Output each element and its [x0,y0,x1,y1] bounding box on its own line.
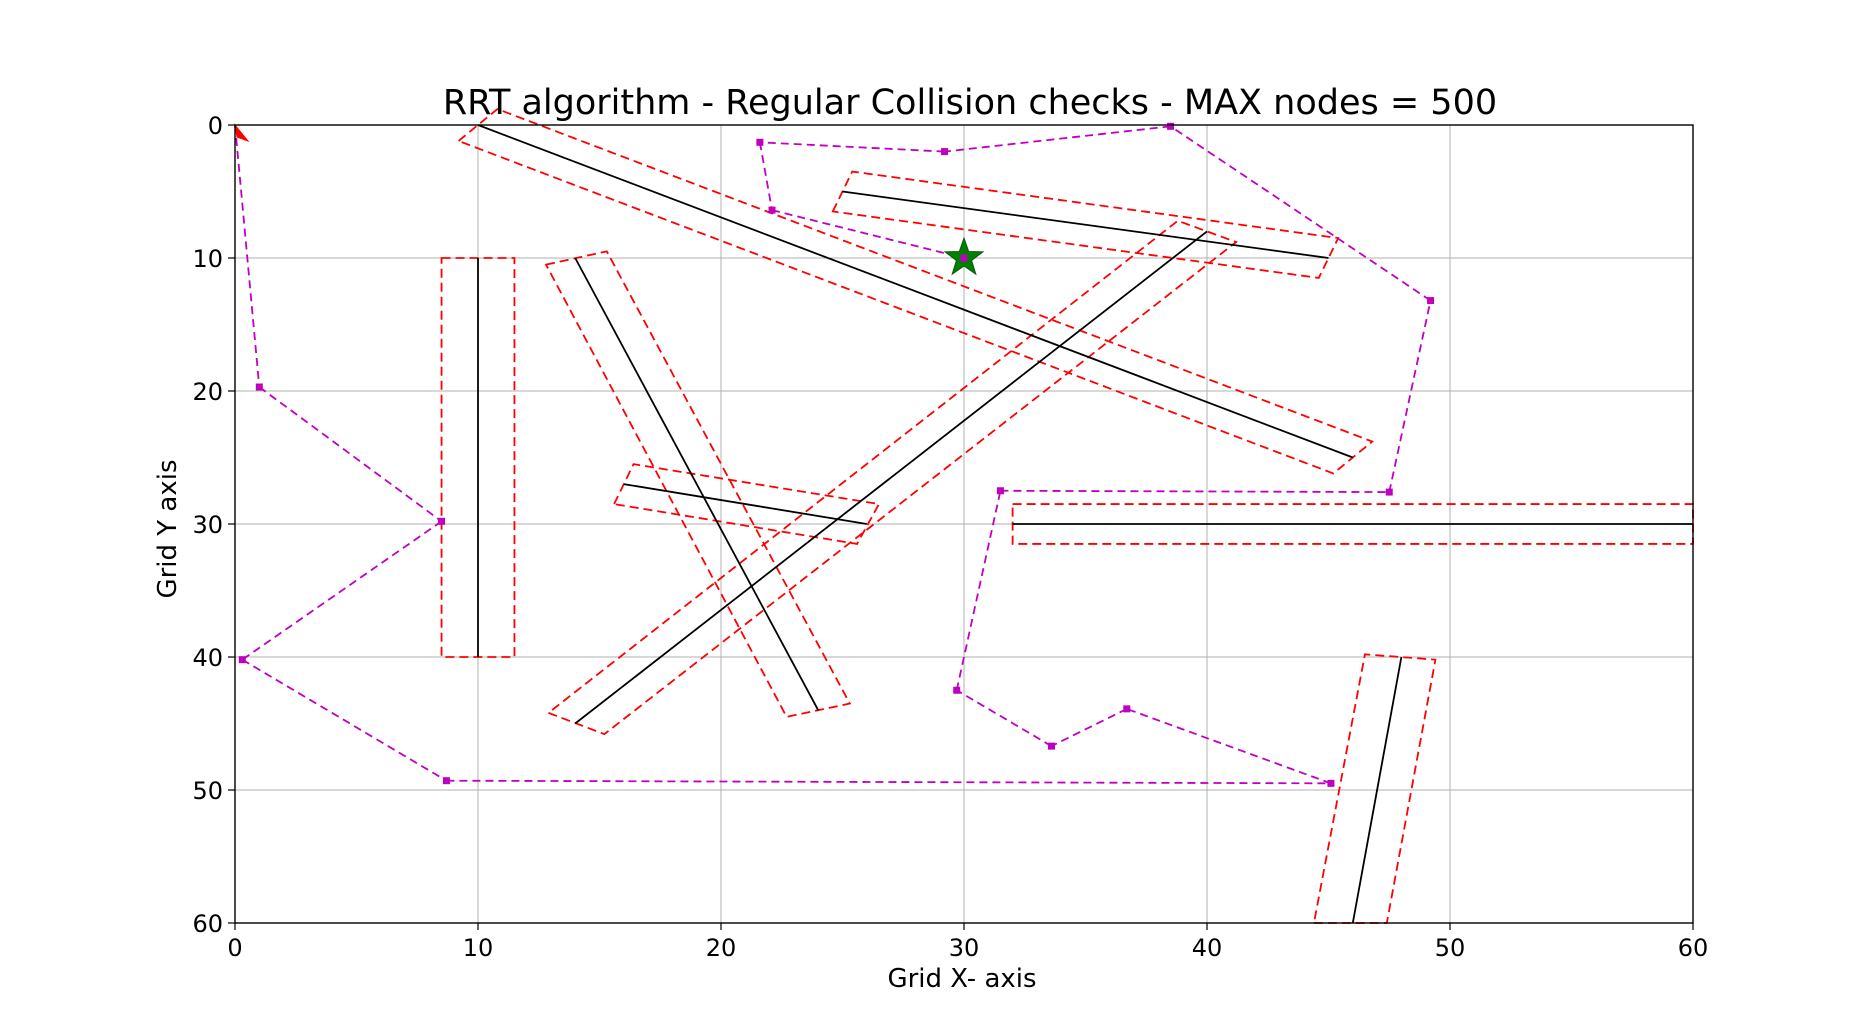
start-marker [234,123,250,143]
path-segment [955,490,1002,691]
x-tick-label: 60 [1678,934,1709,962]
y-tick-label: 60 [192,910,223,938]
safety-margin-box [546,219,1238,736]
path-node [953,686,961,694]
x-tick-label: 40 [1192,934,1223,962]
x-tick-label: 50 [1435,934,1466,962]
path-node [238,656,246,664]
path-segment [234,124,261,388]
path-segment [759,141,945,153]
path-node [1047,742,1055,750]
path-segment [956,689,1052,747]
x-tick-label: 10 [463,934,494,962]
chart-title: RRT algorithm - Regular Collision checks… [443,83,1497,123]
path-segment [1170,125,1432,302]
y-tick-label: 40 [192,644,223,672]
path-node [1427,297,1435,305]
path-segment [1388,300,1432,493]
path-segment [258,386,443,523]
y-axis-ticks: 0 10 20 30 40 50 60 [192,112,235,938]
safety-margin-box [456,108,1375,475]
goal-node [960,254,968,262]
y-tick-label: 30 [192,511,223,539]
y-tick-label: 0 [208,112,223,140]
path-node [438,517,446,525]
y-tick-label: 10 [192,245,223,273]
obstacle-line [623,483,867,525]
path-node [941,148,949,156]
path-node [255,383,263,391]
path-segment [758,142,773,211]
obstacle-line [477,124,1354,459]
x-tick-label: 20 [706,934,737,962]
y-tick-label: 50 [192,777,223,805]
path-segment [1051,708,1128,747]
path-node [996,487,1004,495]
safety-margin-box [612,463,881,545]
path-node [768,206,776,214]
path-segment [241,658,447,782]
y-tick-label: 20 [192,378,223,406]
path-segment [944,125,1171,153]
path-node [756,138,764,146]
path-segment [771,209,965,259]
obstacle-line [574,257,819,711]
x-axis-label: Grid X- axis [887,964,1036,994]
x-tick-label: 0 [227,934,242,962]
obstacle-line [1351,656,1403,924]
safety-margin-box [544,250,852,718]
path-segment [241,520,443,661]
rrt-path-nodes [238,122,1435,787]
path-node [1385,488,1393,496]
obstacles [477,124,1693,924]
obstacle-line [842,190,1329,259]
y-axis-label: Grid Y axis [153,459,183,598]
path-segment [446,779,1331,785]
path-node [442,777,450,785]
x-tick-label: 30 [949,934,980,962]
path-segment [1126,708,1332,785]
path-node [1327,779,1335,787]
path-node [1123,705,1131,713]
start-goal-markers [234,123,985,276]
rrt-path [234,124,1432,785]
x-axis-ticks: 0 10 20 30 40 50 60 [227,923,1708,962]
obstacle-line [574,230,1208,725]
path-node [1167,122,1175,130]
